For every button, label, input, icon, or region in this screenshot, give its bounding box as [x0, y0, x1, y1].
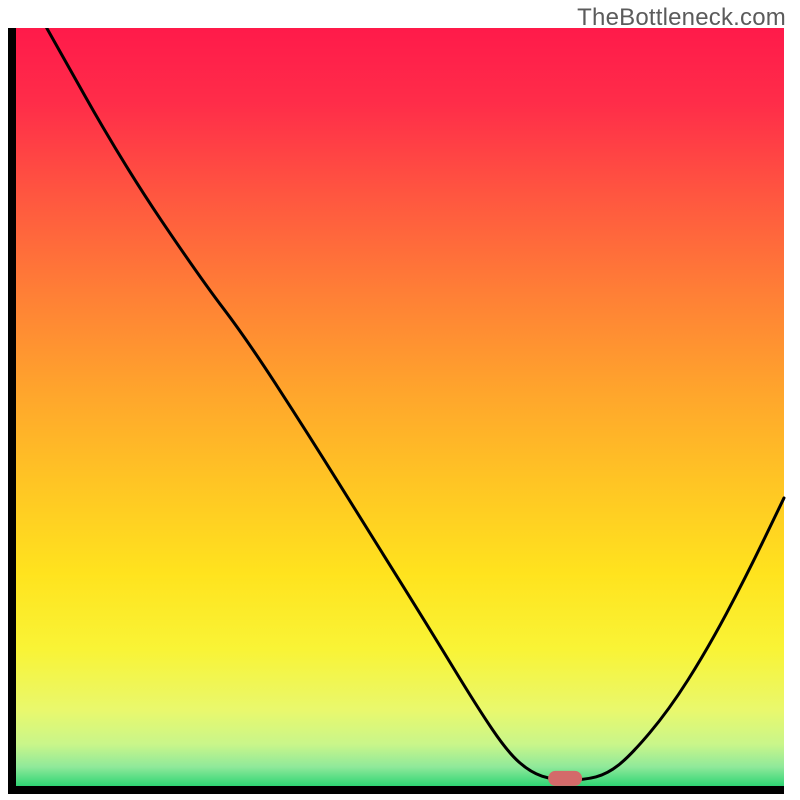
figure-root: TheBottleneck.com: [0, 0, 800, 800]
y-axis: [8, 28, 16, 794]
x-axis: [8, 786, 784, 794]
chart-svg: [8, 28, 792, 794]
chart-background: [16, 28, 784, 786]
bottleneck-chart: [8, 28, 792, 794]
optimal-marker: [548, 771, 582, 786]
